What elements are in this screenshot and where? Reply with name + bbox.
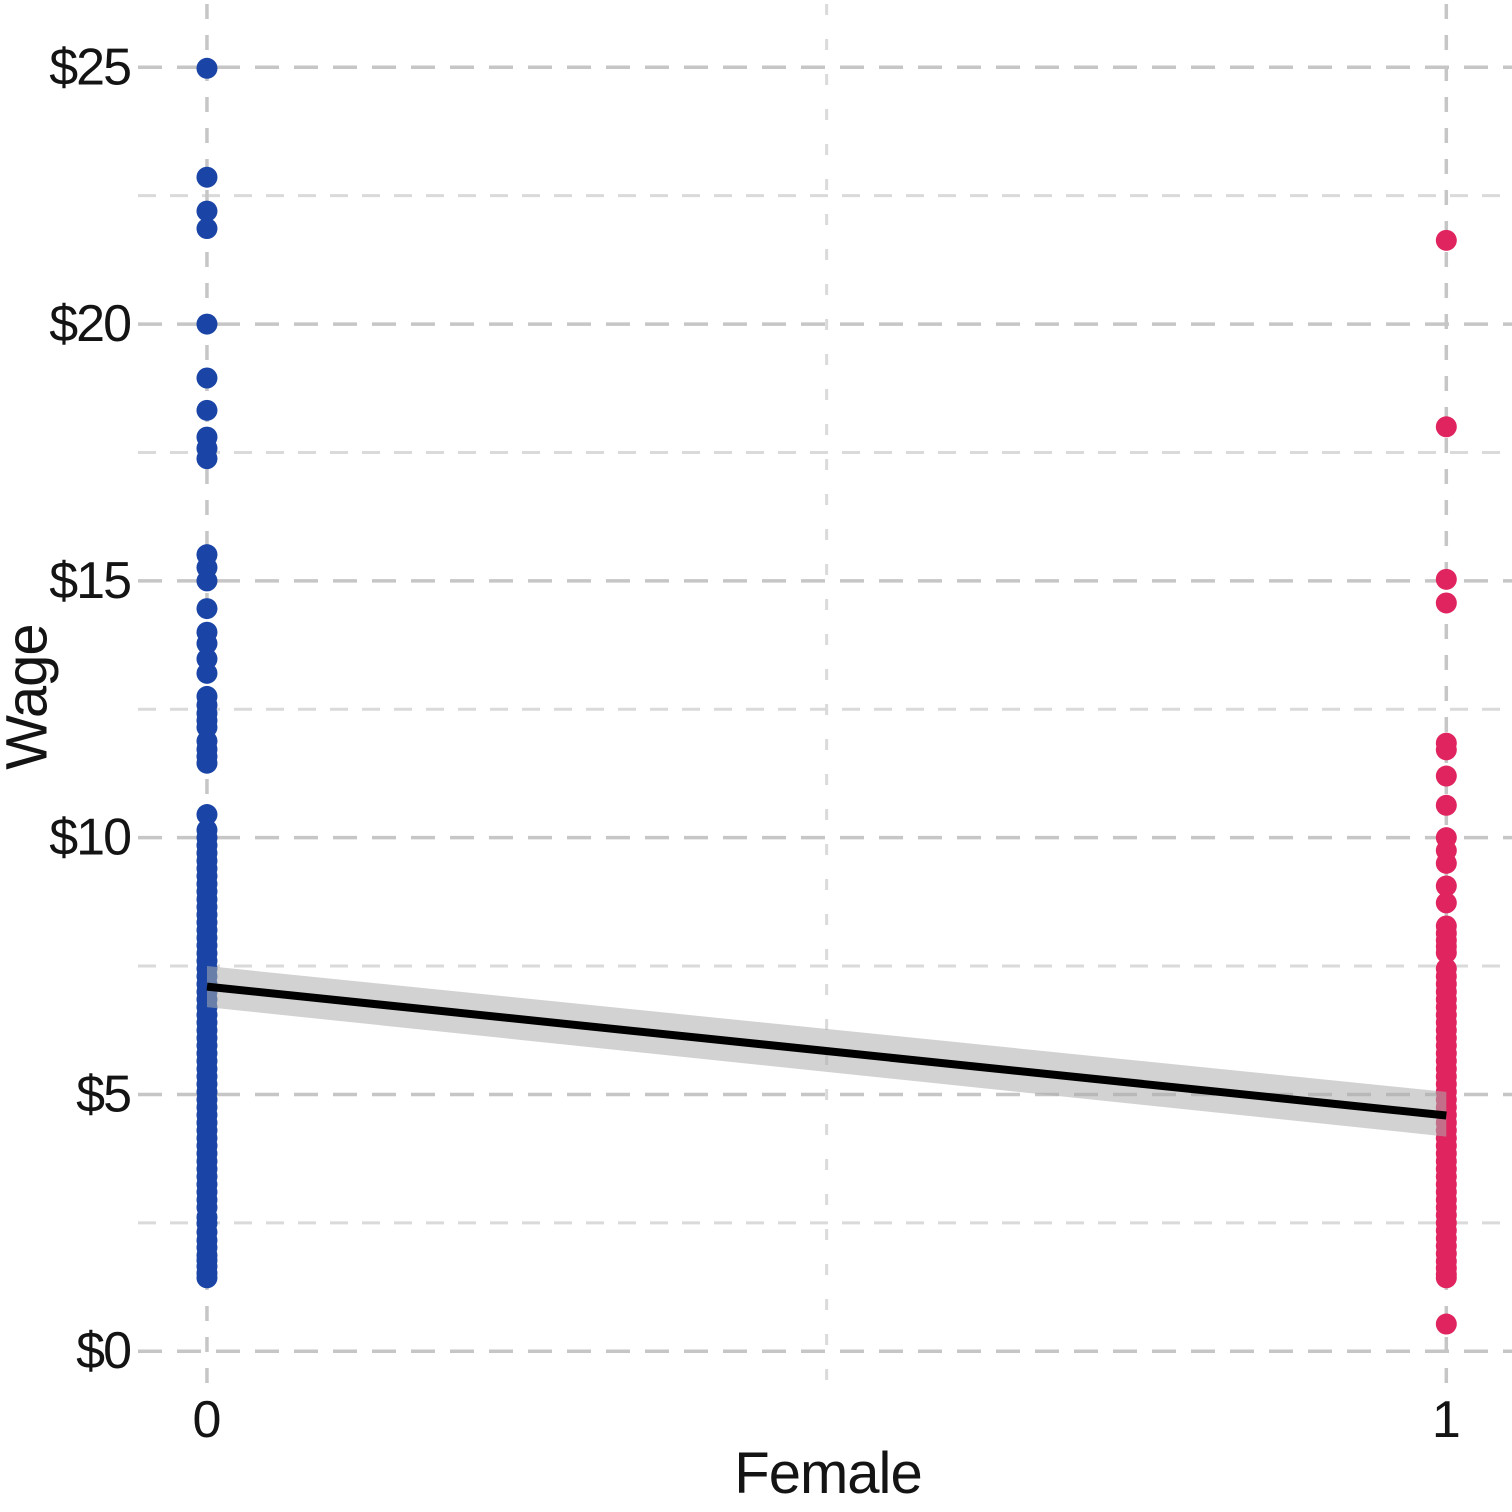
data-point-male (196, 662, 218, 684)
y-tick-label: $15 (49, 552, 130, 610)
data-point-female (1435, 1267, 1457, 1289)
data-point-male (196, 598, 218, 620)
data-point-female (1435, 592, 1457, 614)
data-point-male (196, 448, 218, 470)
data-point-male (196, 648, 218, 670)
regression-line (206, 982, 1447, 1120)
x-tick-label: 1 (1432, 1391, 1461, 1449)
y-tick-label: $25 (49, 38, 130, 96)
data-point-female (1435, 794, 1457, 816)
data-point-female (1435, 1313, 1457, 1335)
data-point-female (1435, 416, 1457, 438)
data-point-female (1435, 765, 1457, 787)
data-point-male (196, 633, 218, 655)
y-tick-label: $0 (76, 1322, 130, 1380)
data-point-male (196, 367, 218, 389)
data-point-male (196, 166, 218, 188)
y-tick-label: $5 (76, 1065, 130, 1123)
data-point-female (1435, 942, 1457, 964)
data-point-female (1435, 568, 1457, 590)
data-point-male (196, 752, 218, 774)
data-point-male (196, 1267, 218, 1289)
data-point-female (1435, 229, 1457, 251)
data-point-male (196, 804, 218, 826)
data-point-male (196, 399, 218, 421)
data-point-female (1435, 892, 1457, 914)
y-axis-title: Wage (0, 624, 60, 770)
x-tick-label: 0 (193, 1391, 222, 1449)
y-tick-label: $10 (49, 809, 130, 867)
data-point-female (1435, 852, 1457, 874)
data-point-female (1435, 739, 1457, 761)
data-point-male (196, 570, 218, 592)
data-point-male (196, 218, 218, 240)
data-point-male (196, 200, 218, 222)
y-tick-label: $20 (49, 295, 130, 353)
data-point-female (1435, 875, 1457, 897)
data-point-male (196, 57, 218, 79)
data-point-male (196, 313, 218, 335)
x-axis-title: Female (734, 1441, 922, 1506)
